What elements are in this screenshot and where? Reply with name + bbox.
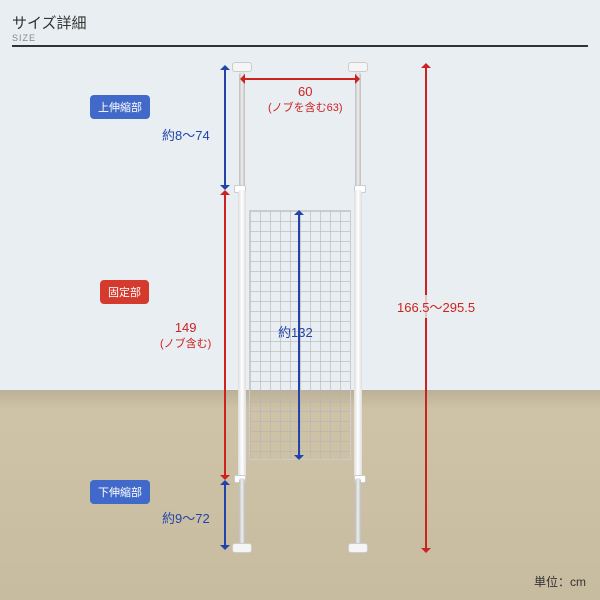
arrow-width: [245, 78, 355, 80]
pole-top-right: [355, 72, 361, 192]
pole-top-left: [239, 72, 245, 192]
cap-bot-left: [232, 543, 252, 553]
dim-width-main: 60: [298, 84, 312, 99]
dim-lower: 約9～72: [162, 508, 210, 527]
dim-fixed: 149 (ノブ含む): [160, 320, 211, 351]
title-en: SIZE: [12, 33, 588, 43]
dim-width: 60 (ノブを含む63): [268, 84, 343, 115]
arrow-fixed: [224, 195, 226, 475]
cap-top-right: [348, 62, 368, 72]
pole-bot-left: [239, 478, 245, 546]
arrow-lower: [224, 485, 226, 545]
title-bar: サイズ詳細 SIZE: [12, 12, 588, 47]
unit-label: 単位：cm: [534, 573, 586, 590]
dim-width-note: (ノブを含む63): [268, 99, 343, 115]
cap-bot-right: [348, 543, 368, 553]
badge-upper: 上伸縮部: [90, 95, 150, 119]
product-illustration: [235, 60, 365, 555]
badge-fixed: 固定部: [100, 280, 149, 304]
pole-bot-right: [355, 478, 361, 546]
pole-mid-left: [238, 190, 246, 480]
dim-fixed-main: 149: [175, 320, 197, 335]
title-jp: サイズ詳細: [12, 15, 87, 32]
badge-lower: 下伸縮部: [90, 480, 150, 504]
dim-upper: 約8～74: [162, 125, 210, 144]
dim-fixed-note: (ノブ含む): [160, 335, 211, 351]
dim-mesh: 約132: [278, 322, 313, 341]
arrow-upper: [224, 70, 226, 185]
dim-total: 166.5～295.5: [395, 295, 477, 318]
pole-mid-right: [354, 190, 362, 480]
cap-top-left: [232, 62, 252, 72]
